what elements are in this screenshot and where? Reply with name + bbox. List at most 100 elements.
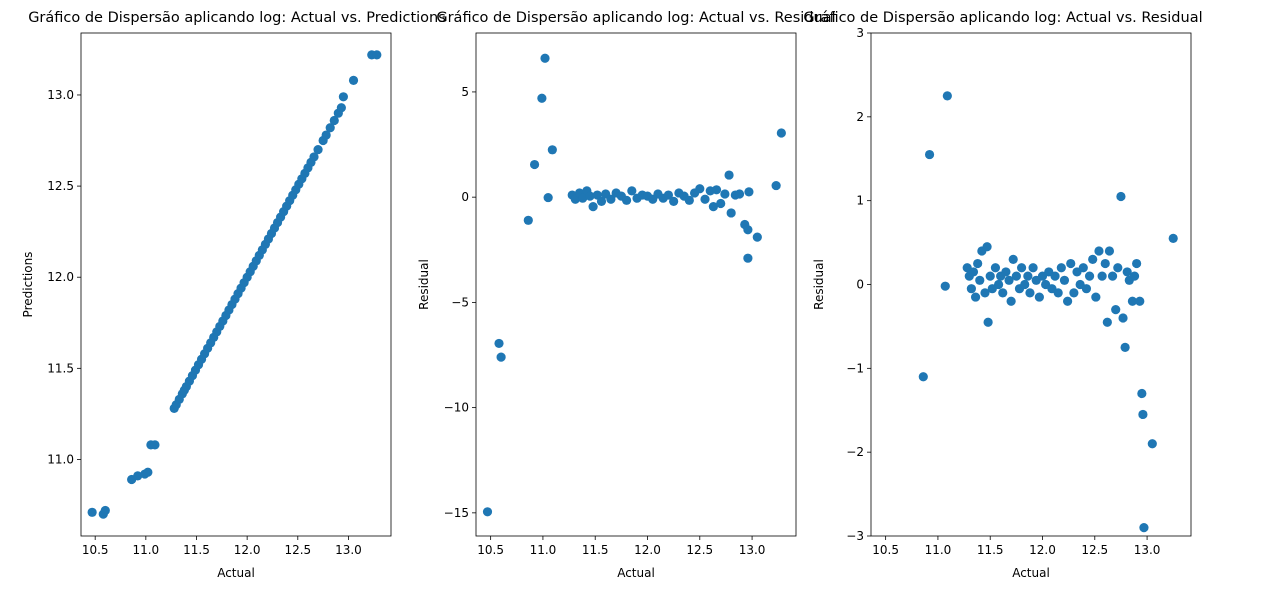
data-point: [1081, 284, 1092, 294]
plot-area: [870, 32, 1192, 537]
y-tick-label: 2: [856, 110, 864, 124]
x-tick-label: 12.0: [234, 543, 261, 557]
data-point: [734, 189, 745, 199]
x-tick-label: 11.5: [582, 543, 609, 557]
data-point: [720, 189, 730, 199]
x-tick-label: 11.0: [925, 543, 952, 557]
data-point: [588, 202, 598, 212]
data-point: [1094, 246, 1104, 256]
data-point: [1135, 296, 1145, 306]
data-point: [596, 196, 607, 206]
x-tick-label: 11.5: [977, 543, 1004, 557]
plot-area: [475, 32, 797, 537]
data-point: [1020, 279, 1030, 290]
y-tick-label: 13.0: [47, 88, 74, 102]
data-point: [1129, 271, 1140, 281]
x-tick-label: 11.5: [183, 543, 210, 557]
data-point: [1120, 342, 1130, 352]
data-point: [1088, 254, 1098, 264]
data-point: [752, 232, 762, 242]
data-point: [627, 186, 637, 196]
y-tick-label: −15: [444, 506, 469, 520]
data-point: [1078, 263, 1088, 273]
data-point: [1034, 292, 1044, 302]
x-tick-label: 11.0: [132, 543, 159, 557]
data-point: [669, 196, 679, 206]
data-point: [621, 195, 632, 205]
data-point: [982, 242, 992, 252]
data-point: [482, 507, 493, 517]
data-point: [980, 288, 990, 298]
y-axis-label: Residual: [812, 259, 826, 310]
data-point: [1132, 258, 1142, 269]
data-point: [329, 115, 339, 126]
y-tick-label: 12.5: [47, 179, 74, 193]
data-point: [529, 159, 540, 170]
x-tick-label: 12.5: [284, 543, 311, 557]
y-tick-label: −3: [846, 529, 864, 543]
data-point: [606, 194, 616, 204]
data-point: [985, 271, 995, 281]
data-point: [1001, 267, 1011, 277]
data-point: [940, 281, 950, 291]
data-point: [1059, 275, 1070, 285]
x-axis-label: Actual: [1012, 566, 1050, 580]
series-points: [482, 53, 786, 517]
data-point: [663, 190, 674, 200]
y-tick-label: 11.0: [47, 452, 74, 466]
chart-panel-2: 10.5 11.0 11.5 12.0 12.5 13.0 −15 −10 −5 0 5 Actual…: [417, 10, 836, 580]
data-point: [744, 187, 754, 197]
data-point: [771, 180, 781, 191]
chart-title: Gráfico de Dispersão aplicando log: Actu…: [436, 10, 835, 26]
y-tick-label: 3: [856, 26, 864, 40]
data-point: [537, 93, 547, 103]
data-point: [726, 208, 736, 218]
data-point: [1097, 271, 1107, 281]
data-point: [700, 194, 710, 204]
data-point: [966, 284, 976, 294]
data-point: [372, 50, 382, 60]
series-points: [918, 91, 1178, 533]
data-point: [743, 225, 753, 235]
data-point: [496, 352, 506, 362]
y-tick-label: 11.5: [47, 361, 74, 375]
data-point: [100, 505, 110, 516]
x-tick-label: 12.0: [634, 543, 661, 557]
data-point: [313, 145, 323, 155]
x-tick-label: 10.5: [477, 543, 504, 557]
x-tick-label: 12.5: [686, 543, 713, 557]
x-tick-label: 12.5: [1081, 543, 1108, 557]
data-point: [1122, 267, 1132, 277]
y-tick-label: −2: [846, 445, 864, 459]
data-point: [348, 75, 359, 85]
data-point: [1107, 271, 1118, 281]
data-point: [711, 185, 722, 195]
data-point: [325, 123, 335, 133]
x-tick-label: 12.0: [1029, 543, 1056, 557]
x-tick-label: 13.0: [739, 543, 766, 557]
chart-title: Gráfico de Dispersão aplicando log: Actu…: [28, 10, 446, 26]
data-point: [87, 507, 97, 517]
data-point: [1006, 296, 1016, 306]
data-point: [1111, 305, 1121, 315]
data-point: [1091, 292, 1101, 302]
data-point: [993, 279, 1004, 290]
data-point: [1168, 233, 1178, 243]
data-point: [150, 440, 160, 450]
data-point: [1100, 258, 1110, 269]
data-point: [1011, 271, 1021, 281]
y-axis-label: Predictions: [21, 252, 35, 318]
data-point: [1063, 296, 1073, 306]
data-point: [716, 198, 726, 209]
data-point: [523, 215, 533, 225]
data-point: [1139, 523, 1149, 533]
data-point: [1104, 246, 1115, 256]
y-tick-label: 0: [856, 278, 864, 292]
data-point: [973, 258, 983, 269]
y-tick-label: −10: [444, 401, 469, 415]
data-point: [1025, 288, 1035, 298]
data-point: [1016, 263, 1027, 273]
y-tick-label: 0: [461, 190, 469, 204]
data-point: [578, 193, 588, 203]
